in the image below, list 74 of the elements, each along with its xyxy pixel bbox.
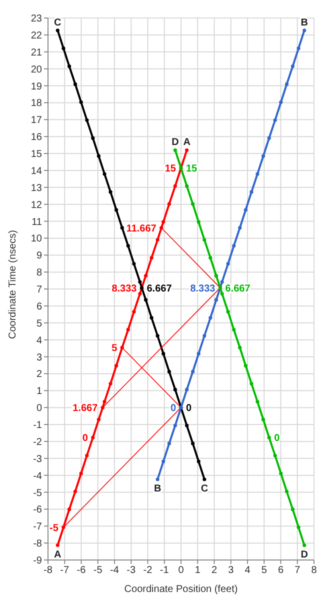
annotation: 0 — [170, 403, 176, 414]
y-tick-label: -4 — [33, 470, 42, 482]
y-tick-label: -8 — [33, 538, 42, 550]
x-tick-label: 6 — [278, 565, 284, 576]
y-tick-label: 8 — [36, 268, 42, 279]
annotation: 15 — [186, 164, 198, 175]
y-tick-label: 14 — [30, 166, 42, 177]
x-tick-label: -1 — [160, 565, 170, 576]
annotation: 0 — [274, 433, 280, 444]
x-tick-label: 7 — [294, 565, 301, 576]
x-tick-label: 0 — [178, 565, 184, 576]
y-tick-label: 0 — [36, 403, 42, 414]
annotation: D — [172, 137, 179, 148]
y-tick-label: 20 — [30, 64, 42, 76]
y-tick-label: 6 — [36, 301, 42, 312]
y-tick-label: 5 — [36, 318, 42, 330]
annotation: C — [54, 17, 62, 28]
y-tick-label: 19 — [30, 81, 42, 92]
x-tick-label: -7 — [60, 565, 70, 576]
annotation: 6.667 — [146, 283, 172, 294]
x-tick-label: -6 — [76, 565, 86, 576]
annotation: B — [154, 483, 162, 494]
annotation: 11.667 — [126, 223, 157, 234]
y-tick-label: -5 — [33, 488, 42, 499]
y-tick-label: 3 — [36, 352, 42, 364]
x-tick-label: -3 — [126, 565, 136, 576]
y-tick-label: -9 — [33, 556, 42, 567]
y-tick-label: 7 — [36, 284, 42, 296]
annotation: 6.667 — [225, 283, 251, 294]
x-tick-label: -5 — [93, 565, 103, 576]
y-tick-label: 23 — [30, 14, 42, 25]
x-tick-label: 2 — [211, 565, 218, 576]
y-tick-label: 21 — [30, 47, 42, 58]
annotation: A — [54, 549, 62, 560]
x-tick-label: 8 — [311, 565, 318, 576]
annotation: 0 — [82, 433, 88, 444]
y-tick-label: 10 — [30, 234, 42, 245]
annotation: B — [300, 17, 308, 28]
annotation: A — [183, 137, 190, 148]
y-tick-label: -6 — [33, 504, 42, 516]
y-tick-label: 12 — [30, 200, 42, 211]
annotation: 8.333 — [112, 283, 138, 294]
y-tick-label: 13 — [30, 182, 42, 194]
x-tick-label: 3 — [228, 565, 234, 576]
y-tick-label: 4 — [36, 335, 42, 346]
y-tick-label: 17 — [30, 115, 42, 126]
y-tick-label: 9 — [36, 250, 42, 262]
x-tick-label: -2 — [143, 565, 153, 576]
annotation: 5 — [112, 343, 118, 354]
annotation: C — [200, 483, 208, 494]
annotation: 1.667 — [72, 403, 98, 414]
y-tick-label: 15 — [30, 149, 42, 160]
x-tick-label: 5 — [261, 565, 268, 576]
annotation: -5 — [50, 522, 59, 534]
x-axis-title: Coordinate Position (feet) — [124, 584, 238, 595]
y-tick-label: 22 — [30, 30, 42, 42]
annotation: 15 — [164, 164, 176, 175]
y-axis-title: Coordinate Time (nsecs) — [8, 230, 19, 339]
y-tick-label: -7 — [33, 522, 42, 533]
x-tick-label: -8 — [44, 565, 53, 576]
x-tick-label: 4 — [244, 565, 251, 576]
y-tick-label: 18 — [30, 98, 42, 110]
y-tick-label: 2 — [36, 369, 42, 380]
y-tick-label: -1 — [33, 420, 42, 432]
y-tick-label: 11 — [32, 216, 42, 228]
y-tick-label: 1 — [36, 386, 42, 398]
y-tick-label: 16 — [30, 132, 42, 144]
annotation: 0 — [186, 403, 192, 414]
annotation: 8.333 — [190, 283, 216, 294]
annotation: D — [300, 549, 308, 560]
y-tick-label: -3 — [33, 454, 42, 465]
y-tick-label: -2 — [33, 436, 42, 448]
x-tick-label: -4 — [110, 565, 120, 576]
x-tick-label: 1 — [194, 565, 201, 576]
